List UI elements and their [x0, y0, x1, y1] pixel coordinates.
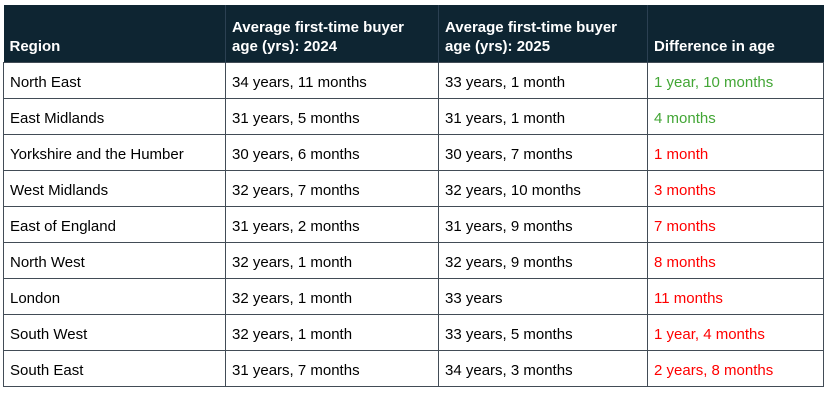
table-row: North West 32 years, 1 month 32 years, 9 m…: [3, 241, 824, 279]
cell-difference: 3 months: [647, 169, 824, 207]
cell-age-2024: 31 years, 5 months: [225, 97, 439, 135]
cell-region: Yorkshire and the Humber: [3, 133, 226, 171]
cell-region: North East: [3, 61, 226, 99]
table-row: London 32 years, 1 month 33 years 11 months: [3, 277, 824, 315]
cell-age-2024: 31 years, 2 months: [225, 205, 439, 243]
table-row: South East 31 years, 7 months 34 years, 3 …: [3, 349, 824, 387]
table-body: North East 34 years, 11 months 33 years, 1…: [3, 61, 824, 387]
cell-region: London: [3, 277, 226, 315]
cell-age-2024: 32 years, 1 month: [225, 313, 439, 351]
cell-difference: 1 year, 4 months: [647, 313, 824, 351]
cell-region: South West: [3, 313, 226, 351]
cell-age-2025: 30 years, 7 months: [438, 133, 648, 171]
cell-age-2024: 32 years, 1 month: [225, 277, 439, 315]
cell-difference: 8 months: [647, 241, 824, 279]
cell-age-2025: 31 years, 1 month: [438, 97, 648, 135]
cell-age-2025: 32 years, 10 months: [438, 169, 648, 207]
cell-region: South East: [3, 349, 226, 387]
table-row: South West 32 years, 1 month 33 years, 5 m…: [3, 313, 824, 351]
cell-region: West Midlands: [3, 169, 226, 207]
table-header: Region Average first-time buyer age (yrs…: [3, 5, 824, 62]
cell-difference: 7 months: [647, 205, 824, 243]
column-header-difference: Difference in age: [647, 5, 824, 62]
table-row: East of England 31 years, 2 months 31 year…: [3, 205, 824, 243]
cell-difference: 2 years, 8 months: [647, 349, 824, 387]
table-row: Yorkshire and the Humber 30 years, 6 mont…: [3, 133, 824, 171]
table-row: West Midlands 32 years, 7 months 32 years,…: [3, 169, 824, 207]
cell-region: East Midlands: [3, 97, 226, 135]
cell-region: North West: [3, 241, 226, 279]
cell-difference: 1 year, 10 months: [647, 61, 824, 99]
cell-age-2024: 32 years, 1 month: [225, 241, 439, 279]
column-header-age-2024: Average first-time buyer age (yrs): 2024: [225, 5, 439, 62]
cell-age-2025: 33 years, 1 month: [438, 61, 648, 99]
first-time-buyer-age-table: Region Average first-time buyer age (yrs…: [3, 5, 824, 387]
cell-age-2025: 34 years, 3 months: [438, 349, 648, 387]
cell-difference: 11 months: [647, 277, 824, 315]
column-header-region: Region: [3, 5, 226, 62]
cell-age-2024: 34 years, 11 months: [225, 61, 439, 99]
cell-region: East of England: [3, 205, 226, 243]
column-header-age-2025: Average first-time buyer age (yrs): 2025: [438, 5, 648, 62]
cell-age-2025: 33 years: [438, 277, 648, 315]
cell-age-2025: 33 years, 5 months: [438, 313, 648, 351]
cell-age-2025: 31 years, 9 months: [438, 205, 648, 243]
cell-difference: 1 month: [647, 133, 824, 171]
table-row: East Midlands 31 years, 5 months 31 years,…: [3, 97, 824, 135]
cell-age-2024: 32 years, 7 months: [225, 169, 439, 207]
cell-age-2024: 30 years, 6 months: [225, 133, 439, 171]
header-row: Region Average first-time buyer age (yrs…: [3, 5, 824, 62]
cell-difference: 4 months: [647, 97, 824, 135]
table-row: North East 34 years, 11 months 33 years, 1…: [3, 61, 824, 99]
cell-age-2024: 31 years, 7 months: [225, 349, 439, 387]
cell-age-2025: 32 years, 9 months: [438, 241, 648, 279]
